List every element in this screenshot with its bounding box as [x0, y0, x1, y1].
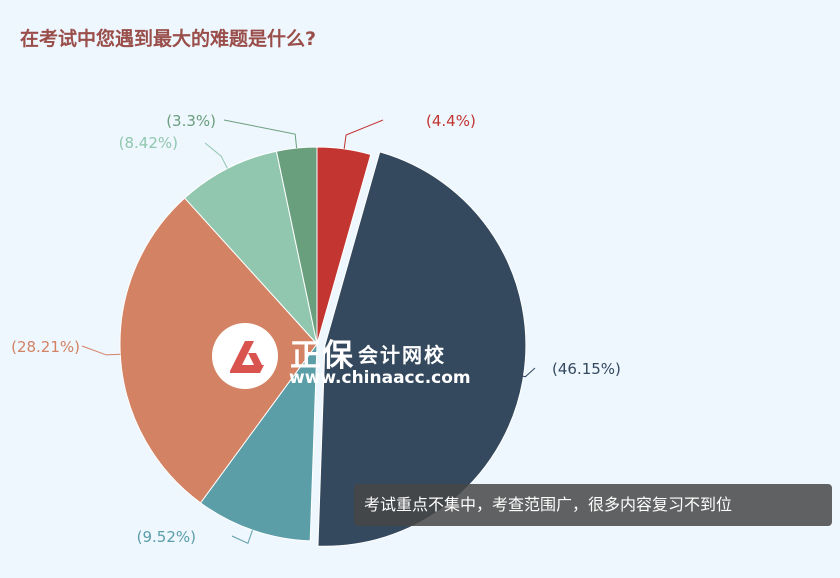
slice-label: (28.21%) [11, 338, 80, 356]
watermark-logo-icon [212, 323, 278, 389]
slice-label: (46.15%) [552, 360, 621, 378]
label-leader-line [81, 345, 121, 356]
label-leader-line [511, 367, 536, 378]
slice-label: (8.42%) [119, 134, 178, 152]
chart-tooltip: 考试重点不集中，考查范围广，很多内容复习不到位 [354, 484, 832, 526]
chart-title: 在考试中您遇到最大的难题是什么? [20, 28, 317, 50]
label-leader-line [204, 142, 228, 169]
label-leader-line [231, 529, 253, 545]
label-leader-line [223, 119, 298, 149]
watermark-brand-sub: 会计网校 [358, 343, 446, 367]
slice-label: (3.3%) [166, 112, 216, 130]
slice-label: (9.52%) [137, 528, 196, 546]
watermark-brand: 正保 [290, 338, 354, 374]
label-leader-line [343, 119, 384, 149]
pie-slice[interactable] [275, 146, 318, 345]
slice-label: (4.4%) [426, 112, 476, 130]
pie-slice[interactable] [183, 150, 318, 346]
watermark-url: www.chinaacc.com [289, 368, 471, 388]
pie-slice[interactable] [199, 342, 318, 542]
